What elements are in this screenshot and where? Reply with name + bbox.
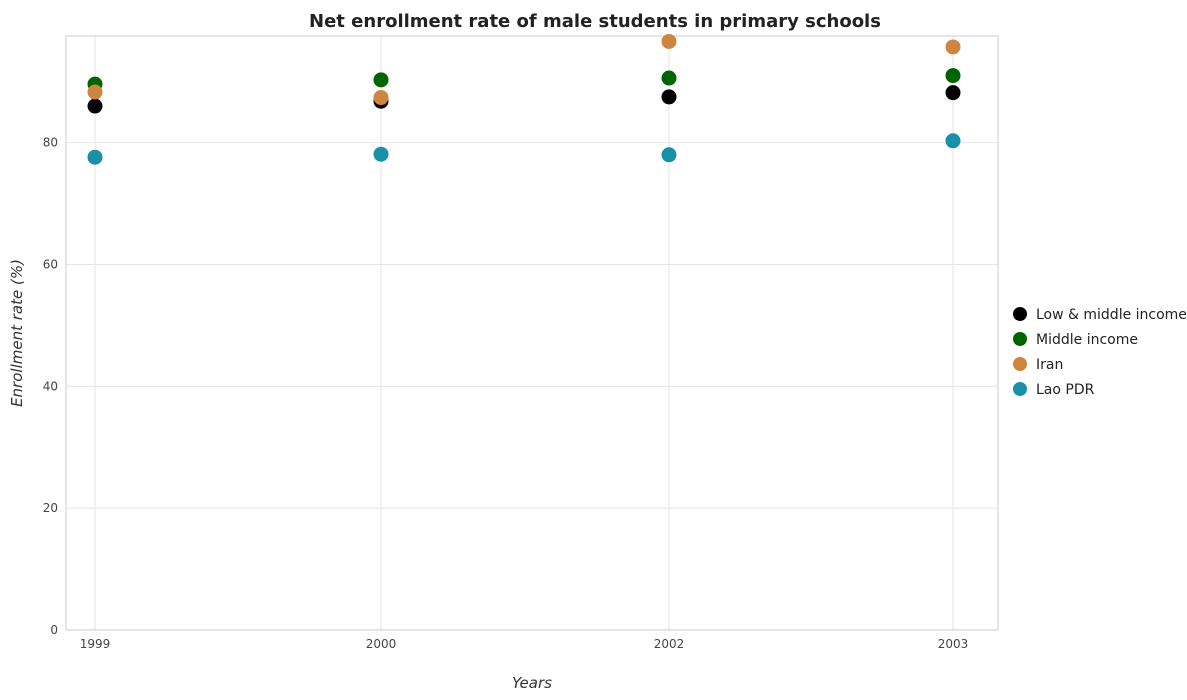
legend-label: Lao PDR [1036,382,1095,398]
data-point [662,147,677,162]
x-tick-label: 1999 [80,637,111,651]
series-middle-income [88,68,961,92]
data-point [662,34,677,49]
chart-title: Net enrollment rate of male students in … [309,11,881,32]
legend-marker [1013,332,1027,346]
data-point [88,99,103,114]
y-tick-label: 0 [50,623,58,637]
data-point [946,133,961,148]
data-point [946,85,961,100]
x-axis-title: Years [512,674,552,692]
series-iran [88,34,961,105]
grid [66,36,998,630]
x-axis-ticks: 1999 2000 2002 2003 [80,637,969,651]
legend-item: Iran [1013,357,1063,373]
data-point [946,39,961,54]
plot-frame [66,36,998,630]
legend: Low & middle income Middle income Iran Lao … [1013,307,1187,398]
series-lao-pdr [88,133,961,164]
legend-marker [1013,307,1027,321]
data-point [662,89,677,104]
legend-label: Middle income [1036,332,1138,348]
x-tick-label: 2003 [938,637,969,651]
legend-item: Middle income [1013,332,1138,348]
y-axis-title: Enrollment rate (%) [8,259,26,407]
y-axis-ticks: 0 20 40 60 80 [43,136,58,637]
y-tick-label: 40 [43,379,58,393]
x-tick-label: 2002 [654,637,685,651]
data-point [88,85,103,100]
data-point [374,90,389,105]
legend-label: Iran [1036,357,1063,373]
y-tick-label: 80 [43,136,58,150]
data-point [662,71,677,86]
legend-label: Low & middle income [1036,307,1187,323]
series-low-middle-income [88,85,961,113]
data-point [946,68,961,83]
legend-item: Low & middle income [1013,307,1187,323]
legend-marker [1013,357,1027,371]
y-tick-label: 20 [43,501,58,515]
data-points [88,34,961,165]
data-point [374,147,389,162]
data-point [374,72,389,87]
y-tick-label: 60 [43,257,58,271]
data-point [88,150,103,165]
x-tick-label: 2000 [366,637,397,651]
legend-marker [1013,382,1027,396]
legend-item: Lao PDR [1013,382,1095,398]
